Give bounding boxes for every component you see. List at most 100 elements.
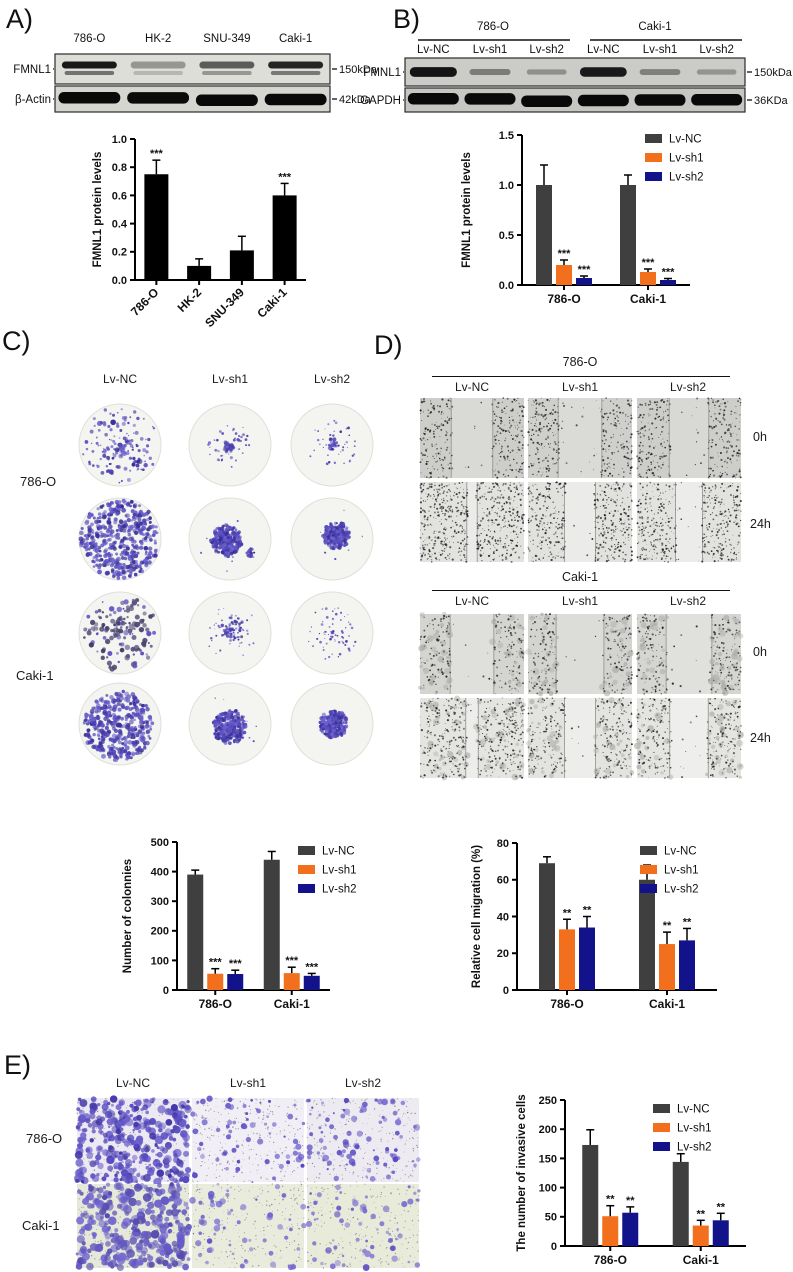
svg-text:150kDa: 150kDa	[754, 67, 793, 79]
panel-e-col-header-lvnc: Lv-NC	[115, 1076, 150, 1090]
svg-text:Lv-NC: Lv-NC	[587, 44, 620, 56]
wound-healing-image	[527, 397, 633, 478]
svg-text:Caki-1: Caki-1	[630, 292, 666, 306]
panel-e-row-label-caki1: Caki-1	[22, 1218, 60, 1233]
svg-text:***: ***	[229, 958, 243, 970]
svg-text:***: ***	[285, 955, 299, 967]
svg-text:300: 300	[151, 896, 169, 908]
panel-c-col-header-lvnc: Lv-NC	[102, 372, 137, 386]
svg-text:***: ***	[209, 957, 223, 969]
svg-text:FMNL1 protein levels: FMNL1 protein levels	[92, 152, 104, 268]
svg-text:Lv-sh2: Lv-sh2	[529, 44, 564, 56]
svg-text:0.4: 0.4	[112, 218, 128, 230]
panel-d-caki1-col-lvsh1: Lv-sh1	[561, 594, 599, 608]
wound-healing-image	[419, 397, 525, 479]
panel-d-786o-col-lvsh2: Lv-sh2	[669, 380, 707, 394]
svg-text:Number of colonnies: Number of colonnies	[122, 859, 134, 973]
panel-d-786o-time-24h: 24h	[750, 517, 771, 531]
panel-b-bar-chart: 0.0 0.5 1.0 1.5 FMNL1 protein levels 786-O ***…	[461, 130, 704, 306]
svg-text:786-O: 786-O	[547, 292, 580, 306]
svg-text:Lv-NC: Lv-NC	[417, 44, 450, 56]
svg-text:***: ***	[558, 248, 572, 260]
svg-text:150kDa: 150kDa	[339, 64, 378, 76]
svg-text:Lv-sh1: Lv-sh1	[643, 44, 678, 56]
svg-text:786-O: 786-O	[128, 285, 161, 318]
panel-a-western-blot-image: 786-O HK-2 SNU-349 Caki-1 FMNL1 150kDa β-Actin…	[13, 33, 378, 113]
svg-text:Lv-sh1: Lv-sh1	[322, 865, 357, 877]
svg-text:Caki-1: Caki-1	[279, 33, 312, 45]
colony-dish-image	[78, 591, 162, 675]
wound-healing-image	[417, 611, 525, 695]
svg-text:42kDa: 42kDa	[339, 94, 372, 106]
svg-text:***: ***	[578, 264, 592, 276]
panel-e-row-label-786o: 786-O	[26, 1131, 63, 1146]
svg-text:Caki-1: Caki-1	[274, 997, 310, 1011]
panel-c-row-label-786o: 786-O	[20, 474, 57, 489]
svg-text:***: ***	[150, 148, 164, 160]
svg-text:***: ***	[278, 171, 292, 183]
wound-healing-image	[419, 481, 525, 564]
invasion-assay-image	[190, 1095, 306, 1184]
colony-dish-image	[188, 497, 272, 581]
svg-text:HK-2: HK-2	[145, 33, 171, 45]
svg-text:0.0: 0.0	[499, 280, 514, 292]
colony-dish-image	[290, 591, 374, 675]
wound-healing-image	[419, 695, 526, 781]
svg-text:FMNL1: FMNL1	[13, 64, 51, 76]
svg-text:200: 200	[151, 926, 169, 938]
svg-text:HK-2: HK-2	[175, 285, 205, 315]
panel-d-caki1-time-0h: 0h	[753, 645, 767, 659]
panel-d-caki1-header: Caki-1	[561, 570, 599, 584]
svg-text:Caki-1: Caki-1	[638, 21, 671, 33]
panel-b-label: B)	[393, 4, 420, 34]
svg-text:Lv-sh1: Lv-sh1	[473, 44, 508, 56]
panel-d-caki1-time-24h: 24h	[750, 731, 771, 745]
panel-e-label: E)	[4, 1050, 31, 1080]
invasion-assay-image	[74, 1095, 192, 1187]
svg-text:0.2: 0.2	[112, 247, 127, 259]
svg-text:SNU-349: SNU-349	[202, 285, 247, 330]
svg-text:GAPDH: GAPDH	[360, 95, 401, 107]
svg-text:786-O: 786-O	[199, 997, 232, 1011]
panel-c-row-label-caki1: Caki-1	[16, 668, 54, 683]
svg-text:Lv-sh1: Lv-sh1	[669, 153, 704, 165]
svg-text:SNU-349: SNU-349	[203, 33, 250, 45]
svg-text:0.0: 0.0	[112, 275, 127, 287]
svg-text:Lv-sh2: Lv-sh2	[669, 172, 704, 184]
svg-text:786-O: 786-O	[73, 33, 105, 45]
colony-dish-image	[188, 403, 272, 487]
colony-dish-image	[290, 682, 374, 766]
panel-a-label: A)	[6, 4, 33, 34]
svg-text:786-O: 786-O	[477, 21, 509, 33]
svg-text:Caki-1: Caki-1	[254, 285, 290, 321]
panel-d-786o-time-0h: 0h	[753, 430, 767, 444]
panel-d-label: D)	[374, 330, 403, 360]
svg-text:***: ***	[305, 961, 319, 973]
wound-healing-image	[633, 697, 744, 780]
colony-dish-image	[188, 591, 272, 675]
wound-healing-image	[525, 612, 634, 697]
panel-d-786o-header: 786-O	[562, 355, 598, 369]
panel-d-caki1-header-rule	[432, 590, 730, 591]
svg-text:Lv-NC: Lv-NC	[322, 846, 355, 858]
wound-healing-image	[636, 397, 742, 479]
invasion-assay-image	[305, 1183, 421, 1271]
panel-d-786o-col-lvnc: Lv-NC	[454, 380, 489, 394]
svg-text:0.8: 0.8	[112, 162, 127, 174]
svg-text:FMNL1 protein levels: FMNL1 protein levels	[461, 152, 473, 268]
svg-text:Lv-sh2: Lv-sh2	[699, 44, 734, 56]
svg-text:***: ***	[642, 257, 656, 269]
colony-dish-image	[188, 682, 272, 766]
svg-text:400: 400	[151, 866, 169, 878]
svg-text:1.0: 1.0	[112, 134, 127, 146]
invasion-assay-image	[75, 1182, 192, 1272]
svg-text:***: ***	[662, 267, 676, 279]
panel-c-bar-chart: 0 100 200 300 400 500 Number of colonnies 786-O…	[122, 837, 357, 1011]
panel-c-col-header-lvsh2: Lv-sh2	[313, 372, 351, 386]
svg-text:0.6: 0.6	[112, 190, 127, 202]
svg-text:0.5: 0.5	[499, 230, 514, 242]
panel-d-caki1-col-lvnc: Lv-NC	[454, 594, 489, 608]
panel-e-col-header-lvsh1: Lv-sh1	[229, 1076, 267, 1090]
wound-healing-image	[636, 613, 744, 696]
